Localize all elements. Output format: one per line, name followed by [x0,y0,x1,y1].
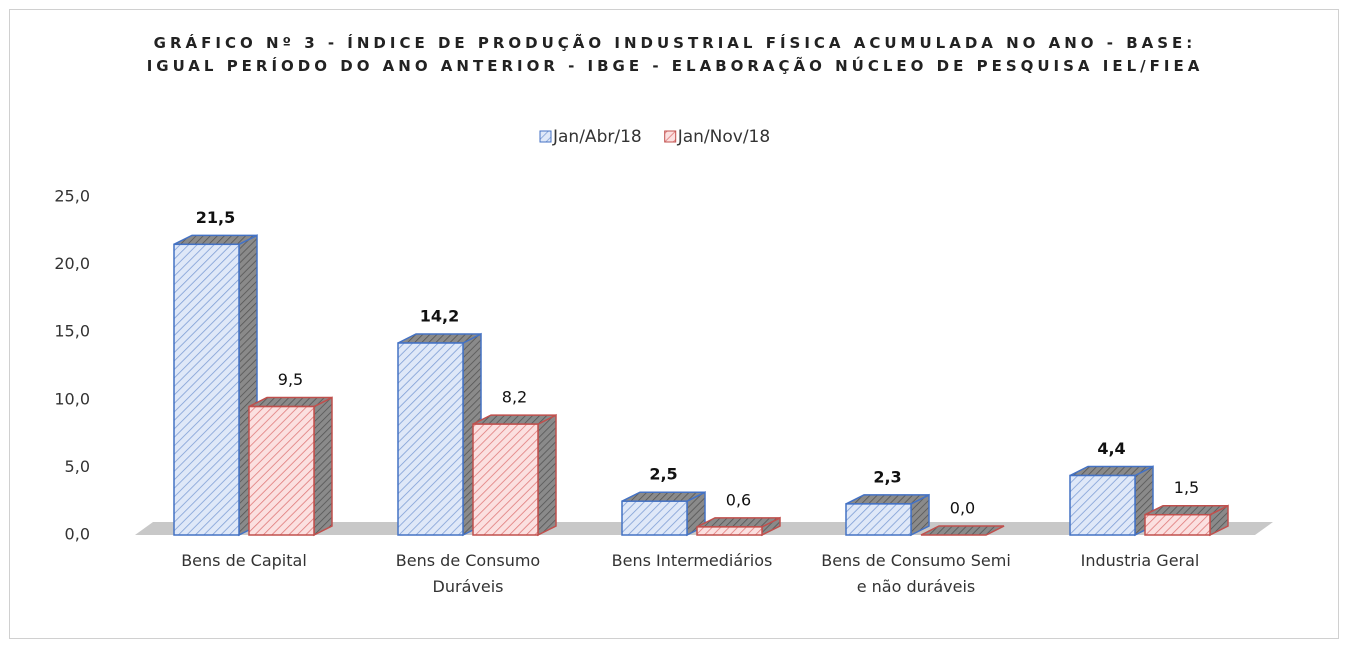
x-tick-label: Bens Intermediários [611,551,773,570]
value-label: 0,0 [950,499,975,518]
bar [173,243,240,536]
bar [621,500,688,536]
bar-side [537,413,557,537]
x-tick-label: Bens de Capital [181,551,307,570]
y-tick-label: 0,0 [65,525,90,544]
x-tick-label: Bens de Consumo Duráveis [395,551,541,596]
legend-label: Jan/Abr/18 [552,127,642,147]
value-label: 9,5 [278,370,303,389]
bar [696,526,763,536]
value-label: 8,2 [502,388,527,407]
bar [1144,513,1211,536]
value-label: 14,2 [420,307,459,326]
bar [248,405,315,536]
x-tick-label: Bens de Consumo Semi e não duráveis [821,551,1011,596]
value-label: 2,3 [873,467,901,486]
value-label: 0,6 [726,490,751,509]
legend-swatch [664,130,677,143]
legend-label: Jan/Nov/18 [677,127,770,147]
value-label: 2,5 [649,465,677,484]
bar [472,423,539,536]
bar [1069,474,1136,536]
y-tick-label: 20,0 [54,254,90,273]
bar [845,503,912,536]
chart-frame [9,9,1339,639]
value-label: 21,5 [196,208,235,227]
bar [397,342,464,536]
value-label: 4,4 [1097,439,1125,458]
bar-top [920,525,1005,536]
y-tick-label: 5,0 [65,457,90,476]
y-tick-label: 15,0 [54,322,90,341]
legend-swatch [539,130,552,143]
value-label: 1,5 [1174,478,1199,497]
x-tick-label: Industria Geral [1080,551,1200,570]
y-tick-label: 25,0 [54,187,90,206]
y-tick-label: 10,0 [54,389,90,408]
bar-side [313,396,333,537]
chart-title: GRÁFICO Nº 3 - ÍNDICE DE PRODUÇÃO INDUST… [146,34,1204,75]
